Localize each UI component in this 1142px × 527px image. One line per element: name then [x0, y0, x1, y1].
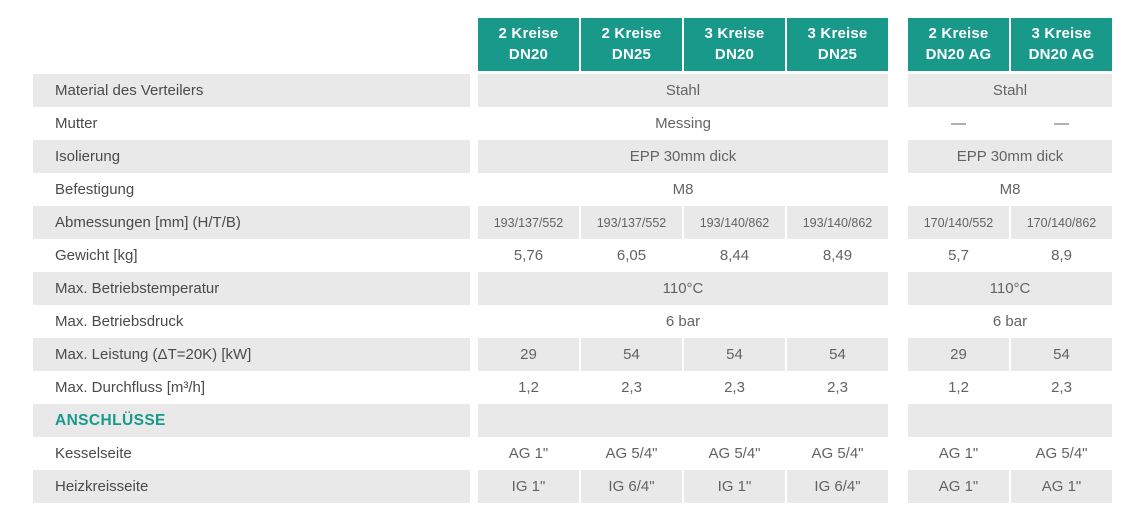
column-header: 2 Kreise DN25 [581, 18, 682, 74]
value-cell: 193/140/862 [787, 206, 888, 239]
row-label: Heizkreisseite [33, 470, 470, 503]
column-header: 3 Kreise DN20 [684, 18, 785, 74]
section-fill-ag [908, 404, 1112, 437]
value-cell: 5,76 [513, 247, 544, 264]
column-header-line1: 3 Kreise [1031, 25, 1092, 43]
column-header: 3 Kreise DN25 [787, 18, 888, 74]
column-header: 2 Kreise DN20 [478, 18, 579, 74]
row-label: Befestigung [55, 181, 135, 198]
row-label: Max. Betriebsdruck [55, 313, 184, 330]
column-header-line2: DN20 AG [925, 45, 992, 63]
value-cell: 2,3 [621, 379, 642, 396]
value-cell-main-span: 6 bar [665, 313, 701, 330]
column-header-line2: DN25 [817, 45, 858, 63]
row-label: Gewicht [kg] [55, 247, 138, 264]
value-cell: 193/137/552 [581, 206, 682, 239]
value-cell-ag-span: M8 [999, 181, 1021, 198]
column-header-line1: 2 Kreise [601, 25, 662, 43]
value-cell-ag-span: Stahl [908, 74, 1112, 107]
column-header: 3 Kreise DN20 AG [1011, 18, 1112, 74]
value-cell: 8,44 [719, 247, 750, 264]
row-label: Max. Leistung (ΔT=20K) [kW] [33, 338, 470, 371]
column-header-line1: 2 Kreise [498, 25, 559, 43]
value-cell: IG 6/4" [581, 470, 682, 503]
value-cell-main-span: M8 [672, 181, 694, 198]
value-cell: — [1054, 115, 1069, 132]
value-cell: 8,49 [822, 247, 853, 264]
value-cell: AG 1" [1011, 470, 1112, 503]
value-cell: IG 1" [684, 470, 785, 503]
value-cell-ag-span: EPP 30mm dick [908, 140, 1112, 173]
value-cell: AG 5/4" [708, 445, 761, 462]
row-label: Max. Durchfluss [m³/h] [55, 379, 206, 396]
value-cell: 193/137/552 [478, 206, 579, 239]
row-label: Kesselseite [55, 445, 132, 462]
row-label: Isolierung [33, 140, 470, 173]
column-header-line1: 2 Kreise [928, 25, 989, 43]
value-cell: 1,2 [518, 379, 539, 396]
value-cell: 193/140/862 [684, 206, 785, 239]
value-cell: AG 1" [508, 445, 549, 462]
section-fill-main [478, 404, 888, 437]
value-cell: IG 6/4" [787, 470, 888, 503]
value-cell: AG 1" [938, 445, 979, 462]
column-header: 2 Kreise DN20 AG [908, 18, 1009, 74]
column-header-line2: DN25 [611, 45, 652, 63]
value-cell: 29 [908, 338, 1009, 371]
value-cell: 8,9 [1051, 247, 1072, 264]
value-cell: 2,3 [1051, 379, 1072, 396]
value-cell: 170/140/552 [908, 206, 1009, 239]
value-cell: 1,2 [948, 379, 969, 396]
row-label: Material des Verteilers [33, 74, 470, 107]
column-header-line1: 3 Kreise [704, 25, 765, 43]
column-header-line2: DN20 [508, 45, 549, 63]
value-cell-ag-span: 110°C [908, 272, 1112, 305]
value-cell: IG 1" [478, 470, 579, 503]
section-title: ANSCHLÜSSE [33, 404, 470, 437]
value-cell: 5,7 [948, 247, 969, 264]
value-cell-main-span: Messing [655, 115, 711, 132]
value-cell: 170/140/862 [1011, 206, 1112, 239]
row-label: Mutter [55, 115, 98, 132]
spec-table: 2 Kreise DN20 2 Kreise DN25 3 Kreise DN20 3 Kr… [33, 18, 1112, 503]
row-label: Max. Betriebstemperatur [33, 272, 470, 305]
value-cell-main-span: Stahl [478, 74, 888, 107]
value-cell: — [951, 115, 966, 132]
row-label: Abmessungen [mm] (H/T/B) [33, 206, 470, 239]
value-cell: 29 [478, 338, 579, 371]
value-cell: 54 [684, 338, 785, 371]
value-cell: 2,3 [724, 379, 745, 396]
value-cell-main-span: 110°C [478, 272, 888, 305]
column-header-line2: DN20 AG [1028, 45, 1095, 63]
value-cell-ag-span: 6 bar [992, 313, 1028, 330]
value-cell: 2,3 [827, 379, 848, 396]
value-cell: 54 [1011, 338, 1112, 371]
value-cell: 54 [787, 338, 888, 371]
value-cell: AG 1" [908, 470, 1009, 503]
value-cell: 54 [581, 338, 682, 371]
value-cell: AG 5/4" [605, 445, 658, 462]
value-cell: AG 5/4" [1035, 445, 1088, 462]
value-cell: 6,05 [616, 247, 647, 264]
value-cell-main-span: EPP 30mm dick [478, 140, 888, 173]
column-header-line2: DN20 [714, 45, 755, 63]
value-cell: AG 5/4" [811, 445, 864, 462]
column-header-line1: 3 Kreise [807, 25, 868, 43]
